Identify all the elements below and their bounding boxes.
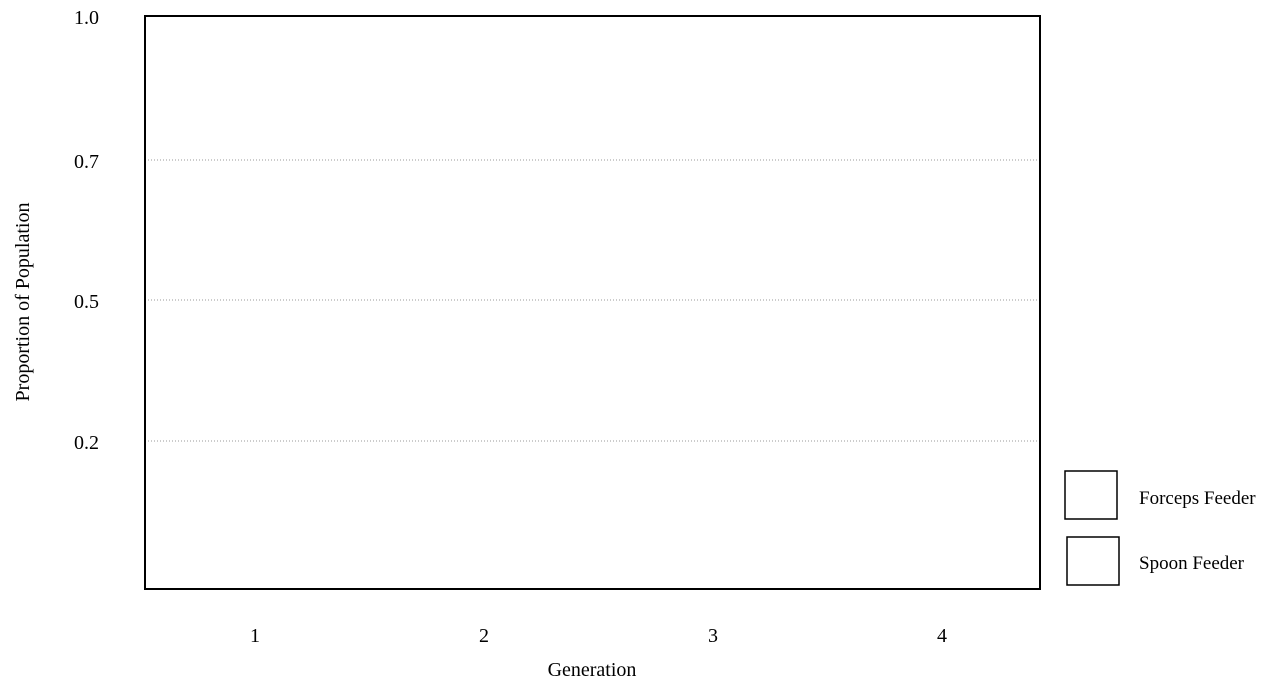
y-tick-label: 0.7 (74, 151, 99, 173)
x-tick-label: 1 (250, 625, 260, 647)
legend-swatch (1066, 536, 1120, 586)
y-tick-labels: 1.0 0.7 0.5 0.2 (74, 7, 99, 454)
y-tick-label: 0.2 (74, 432, 99, 454)
legend-label: Spoon Feeder (1139, 553, 1245, 574)
plot-area (144, 15, 1041, 590)
legend: Forceps Feeder Spoon Feeder (1064, 470, 1256, 586)
x-tick-label: 2 (479, 625, 489, 647)
x-tick-label: 3 (708, 625, 718, 647)
y-tick-label: 0.5 (74, 291, 99, 313)
y-axis-title: Proportion of Population (12, 203, 34, 402)
y-tick-label: 1.0 (74, 7, 99, 29)
x-axis-title: Generation (548, 659, 637, 681)
x-tick-label: 4 (937, 625, 947, 647)
grid-lines (145, 159, 1040, 442)
legend-swatch (1064, 470, 1118, 520)
legend-label: Forceps Feeder (1139, 488, 1256, 509)
x-tick-labels: 1 2 3 4 (250, 625, 947, 647)
